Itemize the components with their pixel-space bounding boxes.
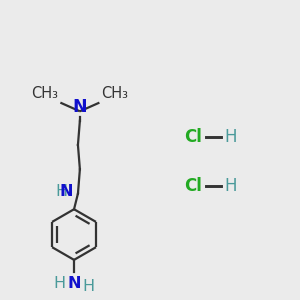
Text: N: N	[67, 276, 81, 291]
Text: Cl: Cl	[184, 177, 202, 195]
Text: H: H	[224, 177, 236, 195]
Text: H: H	[83, 279, 95, 294]
Text: Cl: Cl	[184, 128, 202, 146]
Text: N: N	[73, 98, 87, 116]
Text: H: H	[55, 184, 67, 199]
Text: N: N	[60, 184, 73, 199]
Text: CH₃: CH₃	[101, 86, 128, 101]
Text: H: H	[53, 276, 65, 291]
Text: H: H	[224, 128, 236, 146]
Text: CH₃: CH₃	[32, 86, 58, 101]
